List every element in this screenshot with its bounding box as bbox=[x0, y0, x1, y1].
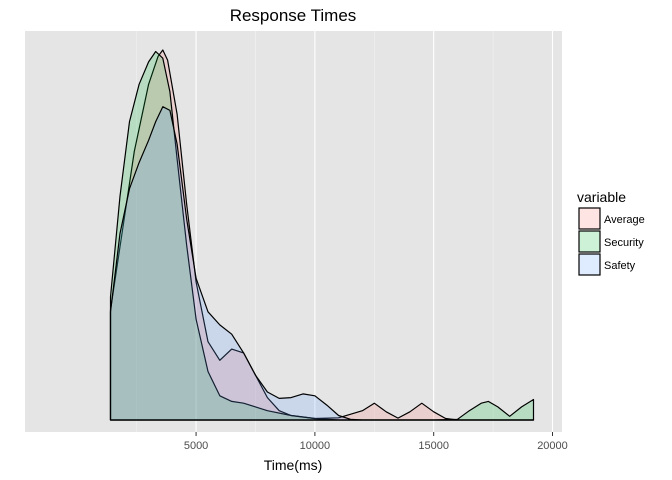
grid-minor bbox=[136, 31, 494, 432]
x-tick-label: 10000 bbox=[300, 440, 331, 452]
grid-major bbox=[195, 31, 554, 432]
legend-items: Average Security Safety bbox=[578, 207, 645, 276]
x-tick-label: 5000 bbox=[184, 440, 208, 452]
legend: variable Average Security Safety bbox=[577, 189, 645, 276]
x-axis-label: Time(ms) bbox=[264, 457, 323, 473]
legend-key-safety bbox=[578, 253, 601, 276]
legend-label-safety: Safety bbox=[604, 260, 636, 272]
density-areas bbox=[109, 49, 535, 421]
legend-key-average bbox=[578, 207, 601, 230]
density-area-average bbox=[109, 49, 535, 421]
legend-label-security: Security bbox=[604, 237, 644, 249]
chart-title: Response Times bbox=[230, 6, 357, 25]
density-area-safety bbox=[109, 106, 535, 421]
plot-panel bbox=[25, 31, 562, 432]
legend-title: variable bbox=[577, 189, 626, 205]
legend-key-security bbox=[578, 230, 601, 253]
x-axis: 5000 10000 15000 20000 bbox=[184, 432, 568, 452]
x-tick-label: 20000 bbox=[537, 440, 568, 452]
x-tick-label: 15000 bbox=[418, 440, 449, 452]
legend-label-average: Average bbox=[604, 214, 645, 226]
density-area-security bbox=[109, 50, 535, 421]
